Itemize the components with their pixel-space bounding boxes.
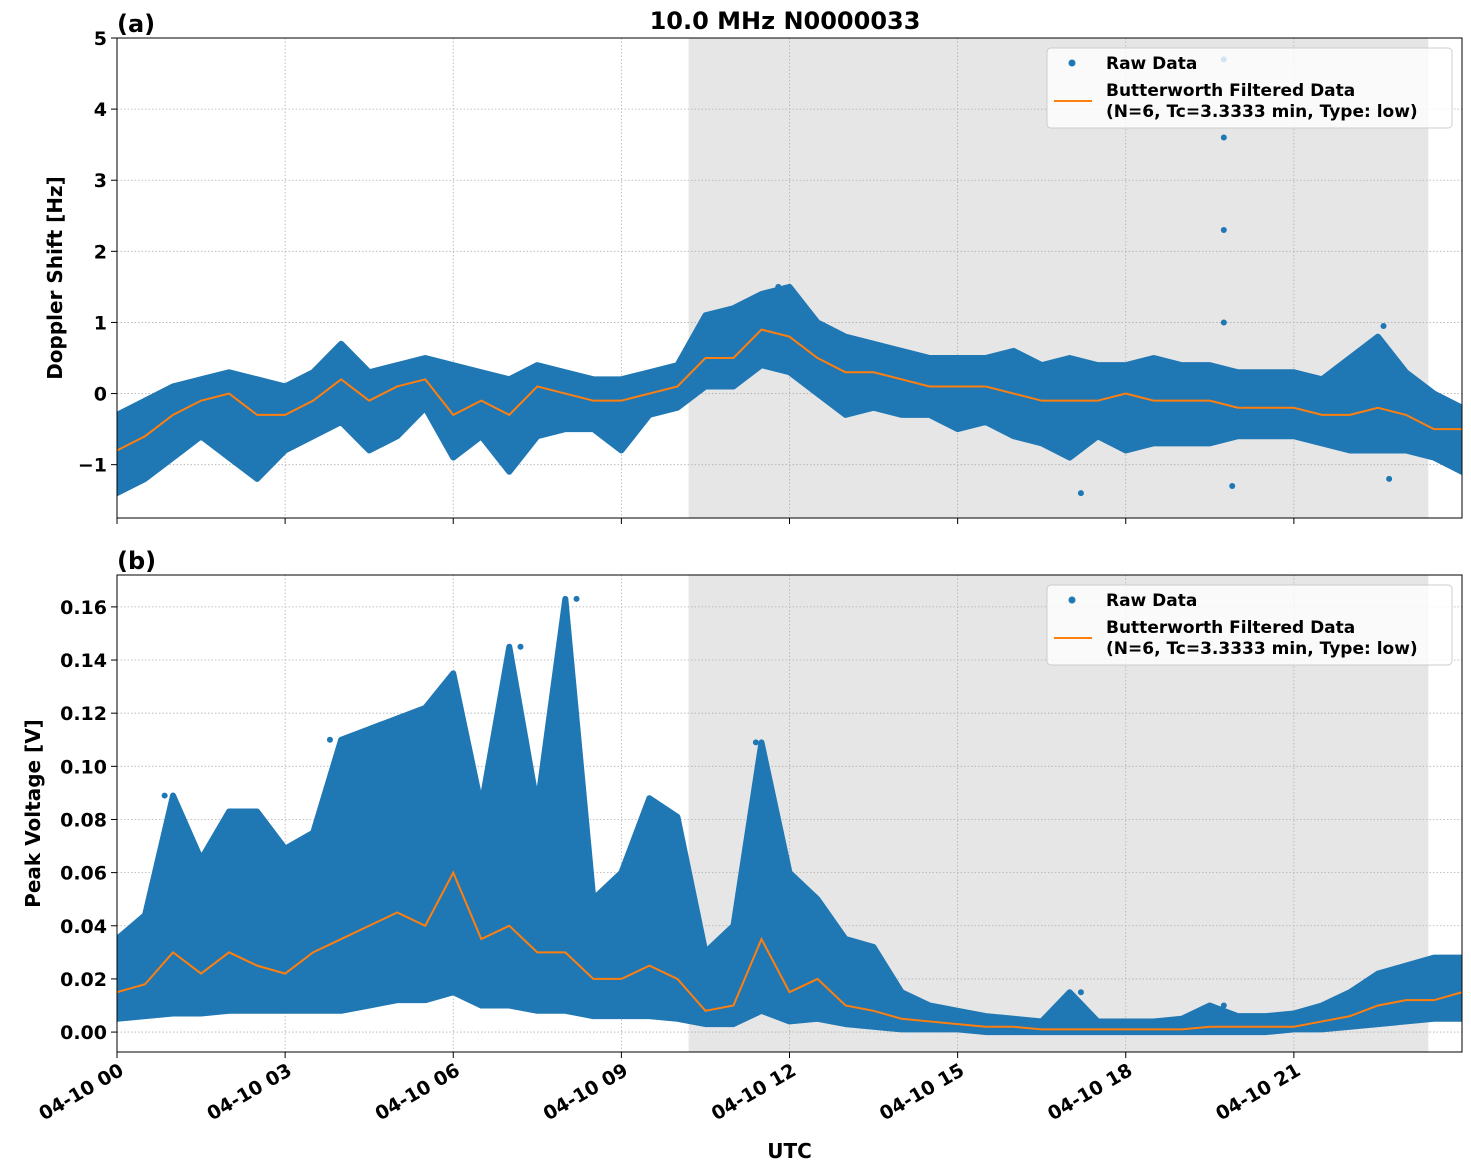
y-tick-label: 3 — [94, 170, 107, 192]
filtered-data-line — [117, 870, 1462, 1031]
panel-label: (b) — [117, 547, 156, 575]
raw-data-point — [1220, 227, 1227, 233]
raw-data-point — [1220, 134, 1227, 141]
raw-data-point — [752, 739, 759, 746]
legend-raw-marker — [1068, 596, 1076, 604]
y-tick-label: 0.02 — [60, 969, 107, 991]
legend: Raw Data Butterworth Filtered Data(N=6, T… — [1046, 584, 1453, 666]
y-tick-label: 0.08 — [60, 809, 107, 831]
raw-data-point — [1380, 323, 1387, 329]
raw-data-point — [1386, 475, 1393, 482]
raw-data-point — [573, 595, 580, 602]
panel-label: (a) — [117, 10, 155, 38]
y-tick-label: 2 — [94, 241, 107, 263]
y-tick-label: 0.14 — [60, 650, 107, 672]
x-tick-label: 04-10 15 — [876, 1059, 968, 1125]
y-tick-label: 1 — [94, 312, 107, 334]
raw-data-point — [1220, 1002, 1227, 1009]
raw-data-point — [517, 643, 524, 650]
raw-data-envelope — [117, 283, 1462, 497]
legend: Raw Data Butterworth Filtered Data(N=6, T… — [1046, 47, 1453, 129]
raw-data-envelope — [117, 595, 1462, 1036]
legend-filtered-params: (N=6, Tc=3.3333 min, Type: low) — [1106, 102, 1418, 122]
legend-raw-label: Raw Data — [1106, 54, 1197, 74]
y-tick-label: 0.16 — [60, 597, 107, 619]
data-layer — [117, 595, 1462, 1036]
y-tick-label: 0.06 — [60, 863, 107, 885]
legend-filtered-params: (N=6, Tc=3.3333 min, Type: low) — [1106, 639, 1418, 659]
axes-frame — [116, 37, 1463, 519]
raw-data-point — [775, 283, 782, 290]
y-tick-label: −1 — [78, 455, 107, 477]
raw-data-point — [1229, 483, 1236, 489]
raw-data-point — [1077, 989, 1084, 996]
figure-title: 10.0 MHz N0000033 — [650, 7, 921, 35]
y-axis-label: Doppler Shift [Hz] — [43, 176, 67, 380]
y-tick-label: 5 — [94, 28, 107, 50]
x-tick-label: 04-10 21 — [1212, 1059, 1304, 1125]
x-tick-label: 04-10 06 — [371, 1059, 463, 1125]
raw-data-point — [161, 792, 168, 799]
legend-filtered-label: Butterworth Filtered Data — [1106, 81, 1355, 101]
legend-filtered-label: Butterworth Filtered Data — [1106, 618, 1355, 638]
raw-data-point — [1077, 490, 1084, 497]
x-tick-label: 04-10 09 — [540, 1059, 632, 1125]
x-tick-label: 04-10 18 — [1044, 1059, 1136, 1125]
y-tick-label: 0 — [94, 384, 107, 406]
y-axis-label: Peak Voltage [V] — [21, 719, 45, 908]
legend-box — [1046, 584, 1453, 666]
legend-raw-label: Raw Data — [1106, 591, 1197, 611]
y-tick-label: 0.00 — [60, 1022, 107, 1044]
x-tick-label: 04-10 03 — [203, 1059, 295, 1125]
legend-box — [1046, 47, 1453, 129]
filtered-data-line — [117, 328, 1462, 452]
raw-data-point — [326, 736, 333, 743]
axes-frame — [116, 574, 1463, 1053]
y-tick-label: 0.10 — [60, 756, 107, 778]
x-tick-label: 04-10 12 — [708, 1059, 800, 1125]
legend-raw-marker — [1068, 59, 1076, 67]
panel-a-doppler: −1 0 1 2 3 4 5 (a) Doppler Shift [Hz] Raw Data But… — [43, 10, 1463, 524]
y-tick-label: 4 — [94, 99, 107, 121]
y-tick-label: 0.12 — [60, 703, 107, 725]
y-tick-label: 0.04 — [60, 916, 107, 938]
data-layer — [117, 56, 1462, 497]
x-axis-label: UTC — [767, 1139, 812, 1163]
panel-b-voltage: 04-10 00 04-10 03 04-10 06 04-10 09 04-10 12… — [21, 547, 1463, 1163]
raw-data-point — [1220, 319, 1227, 326]
x-tick-label: 04-10 00 — [35, 1059, 127, 1125]
